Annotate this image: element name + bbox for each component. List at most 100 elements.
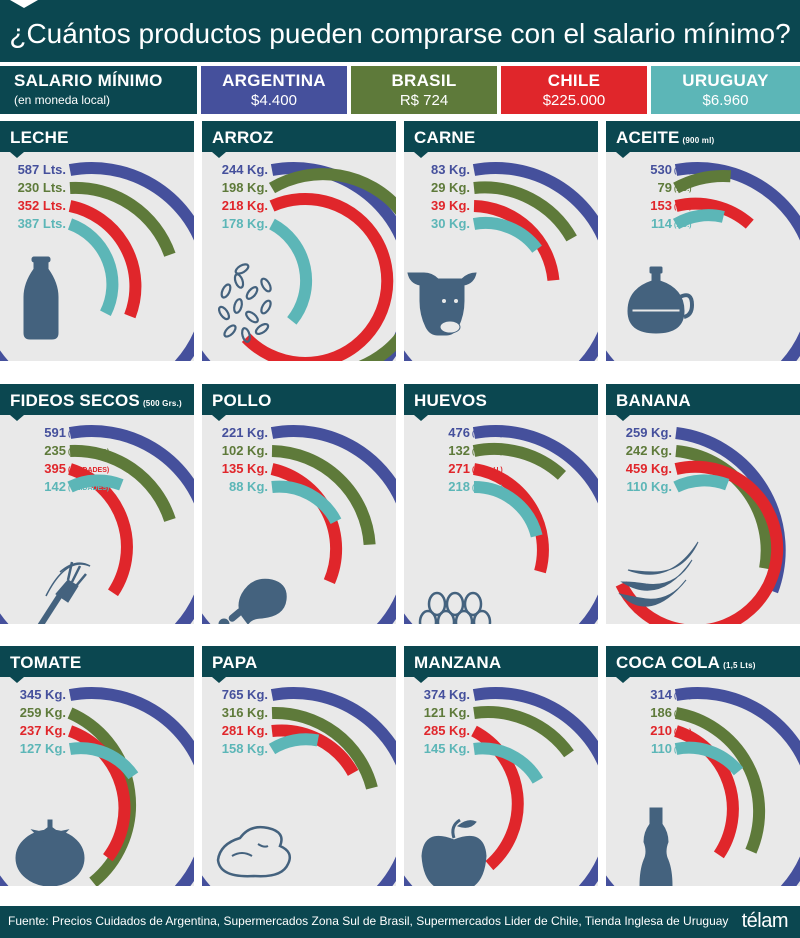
bar-uruguay <box>674 741 744 776</box>
oil-jar-icon <box>627 266 695 334</box>
unit-suffix: (x U.) <box>674 222 692 229</box>
value-label-argentina: 765 Kg. <box>222 687 268 702</box>
product-panel-3: ACEITE (900 ml) 530 (x U.) 79 (x U.) 153 (x U.)… <box>606 121 800 361</box>
header-notch <box>10 415 24 421</box>
product-title: TOMATE <box>10 653 81 673</box>
header-notch <box>616 152 630 158</box>
product-panel-2: CARNE 83 Kg. 29 Kg. 39 Kg. 30 Kg. <box>404 121 598 361</box>
salary-header: SALARIO MÍNIMO (en moneda local) <box>0 66 197 114</box>
unit-suffix: (x U.) <box>674 186 692 193</box>
bar-uruguay <box>472 216 542 253</box>
header-notch <box>414 152 428 158</box>
product-title-note: (1,5 Lts) <box>723 661 756 670</box>
product-title: COCA COLA (1,5 Lts) <box>616 653 756 673</box>
bar-uruguay <box>672 209 725 230</box>
unit-suffix: (por 6 U.) <box>472 485 503 492</box>
chicken-leg-icon <box>218 578 287 624</box>
value-label-brasil: 29 Kg. <box>431 180 470 195</box>
radial-chart: 221 Kg. 102 Kg. 135 Kg. 88 Kg. <box>202 425 396 624</box>
product-header: MANZANA <box>404 646 598 677</box>
value-label-uruguay: 145 Kg. <box>424 741 470 756</box>
fork-noodles-icon <box>37 561 91 624</box>
product-title: ACEITE (900 ml) <box>616 128 714 148</box>
product-panel-11: COCA COLA (1,5 Lts) 314 (x U.) 186 (x U.) 210(… <box>606 646 800 886</box>
milk-bottle-icon <box>23 256 59 340</box>
unit-suffix: (UNIDADES) <box>68 467 109 474</box>
country-header-chile: CHILE $225.000 <box>501 66 647 114</box>
value-label-chile: 39 Kg. <box>431 198 470 213</box>
potato-icon <box>216 825 291 878</box>
value-label-argentina: 244 Kg. <box>222 162 268 177</box>
bar-argentina <box>404 425 598 624</box>
value-label-brasil: 230 Lts. <box>18 180 66 195</box>
eggs-icon <box>418 591 492 624</box>
bar-argentina <box>202 687 396 886</box>
tomato-icon <box>15 819 85 886</box>
value-label-argentina: 259 Kg. <box>626 425 672 440</box>
title-notch <box>10 0 38 8</box>
value-label-brasil: 235 <box>44 443 66 458</box>
product-header: PAPA <box>202 646 396 677</box>
unit-suffix: (x U.) <box>674 168 692 175</box>
unit-suffix: (x U.) <box>674 729 692 736</box>
value-label-brasil: 186 <box>650 705 672 720</box>
product-title-text: ACEITE <box>616 128 680 147</box>
header-notch <box>212 415 226 421</box>
value-label-argentina: 83 Kg. <box>431 162 470 177</box>
product-header: CARNE <box>404 121 598 152</box>
product-header: TOMATE <box>0 646 194 677</box>
bar-chile <box>473 200 560 281</box>
product-title: FIDEOS SECOS (500 Grs.) <box>10 391 182 411</box>
product-title: PAPA <box>212 653 258 673</box>
value-label-brasil: 79 <box>658 180 672 195</box>
salary-sublabel: (en moneda local) <box>14 93 111 107</box>
product-header: BANANA <box>606 384 800 415</box>
radial-chart: 83 Kg. 29 Kg. 39 Kg. 30 Kg. <box>404 162 598 361</box>
bar-brasil <box>268 168 396 361</box>
value-label-argentina: 530 <box>650 162 672 177</box>
unit-suffix: (UNIDADES) <box>68 431 109 438</box>
apple-icon <box>421 818 487 886</box>
unit-suffix: (por 6 U.) <box>472 467 503 474</box>
product-title-text: ARROZ <box>212 128 274 147</box>
value-label-argentina: 314 <box>650 687 672 702</box>
value-label-chile: 135 Kg. <box>222 461 268 476</box>
bar-argentina <box>404 687 598 886</box>
cola-bottle-icon <box>639 807 673 886</box>
value-label-chile: 153 <box>650 198 672 213</box>
header-notch <box>414 677 428 683</box>
product-header: FIDEOS SECOS (500 Grs.) <box>0 384 194 415</box>
bar-uruguay <box>67 218 119 316</box>
product-title-text: CARNE <box>414 128 476 147</box>
country-name: ARGENTINA <box>222 71 326 90</box>
product-title: CARNE <box>414 128 475 148</box>
header-notch <box>616 415 630 421</box>
product-header: ARROZ <box>202 121 396 152</box>
unit-suffix: (x U.) <box>674 204 692 211</box>
bar-argentina <box>606 687 800 886</box>
unit-suffix: (x U.) <box>674 693 692 700</box>
header-notch <box>10 152 24 158</box>
country-salary: $225.000 <box>542 92 606 109</box>
product-panel-1: ARROZ 244 Kg. 198 Kg. 218 Kg. 178 Kg. <box>202 121 396 361</box>
bar-chile <box>68 200 142 319</box>
bar-brasil <box>69 444 176 522</box>
radial-chart: 530 (x U.)79 (x U.)153 (x U.)114 (x U.) <box>606 162 800 361</box>
bar-argentina <box>404 162 598 361</box>
bar-brasil <box>674 707 766 854</box>
product-title: MANZANA <box>414 653 501 673</box>
product-title-text: POLLO <box>212 391 272 410</box>
value-label-brasil: 102 Kg. <box>222 443 268 458</box>
radial-chart: 591 (UNIDADES)235 (UNIDADES)395 (UNIDADES)1… <box>0 425 194 624</box>
page-title: ¿Cuántos productos pueden comprarse con … <box>9 18 791 49</box>
product-panel-4: FIDEOS SECOS (500 Grs.) 591 (UNIDADES) 235 (U… <box>0 384 194 624</box>
value-label-chile: 218 Kg. <box>222 198 268 213</box>
product-panel-5: POLLO 221 Kg. 102 Kg. 135 Kg. 88 Kg. <box>202 384 396 624</box>
product-panel-6: HUEVOS 476 (por 6 U.) 132 (por 6 U.) 271 (por … <box>404 384 598 624</box>
value-label-argentina: 221 Kg. <box>222 425 268 440</box>
bar-brasil <box>473 706 574 758</box>
country-salary: $4.400 <box>251 92 297 109</box>
value-label-uruguay: 178 Kg. <box>222 216 268 231</box>
product-title-text: BANANA <box>616 391 691 410</box>
value-label-brasil: 132 <box>448 443 470 458</box>
